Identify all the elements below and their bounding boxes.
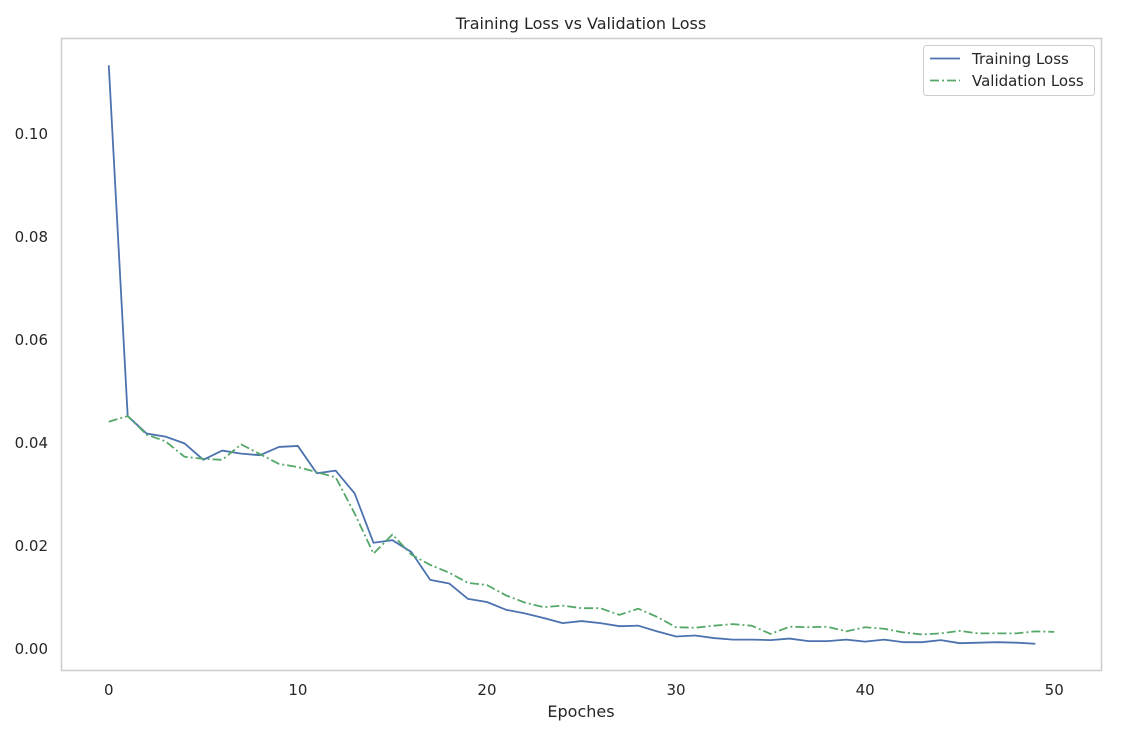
y-tick-label: 0.06 [15, 331, 48, 349]
y-tick-label: 0.08 [15, 228, 48, 246]
y-tick-label: 0.00 [15, 640, 48, 658]
x-axis-label: Epoches [547, 702, 614, 721]
legend-validation-label: Validation Loss [972, 72, 1084, 90]
y-axis-ticks: 0.00 0.02 0.04 0.06 0.08 0.10 [15, 125, 48, 658]
x-tick-label: 30 [666, 681, 685, 699]
legend-box [923, 45, 1095, 96]
training-loss-line [107, 65, 1036, 645]
y-tick-label: 0.04 [15, 434, 48, 452]
y-tick-label: 0.02 [15, 537, 48, 555]
x-tick-label: 0 [104, 681, 114, 699]
y-tick-label: 0.10 [15, 125, 48, 143]
x-tick-label: 50 [1045, 681, 1064, 699]
x-tick-label: 10 [288, 681, 307, 699]
x-axis-ticks: 0 10 20 30 40 50 [104, 681, 1064, 699]
series-layer [107, 65, 1055, 645]
x-tick-label: 20 [477, 681, 496, 699]
x-tick-label: 40 [856, 681, 875, 699]
validation-loss-line [108, 415, 1055, 636]
legend: Training Loss Validation Loss [923, 45, 1095, 96]
plot-area-frame [60, 37, 1103, 672]
chart-title: Training Loss vs Validation Loss [455, 14, 706, 33]
legend-training-label: Training Loss [971, 50, 1069, 68]
